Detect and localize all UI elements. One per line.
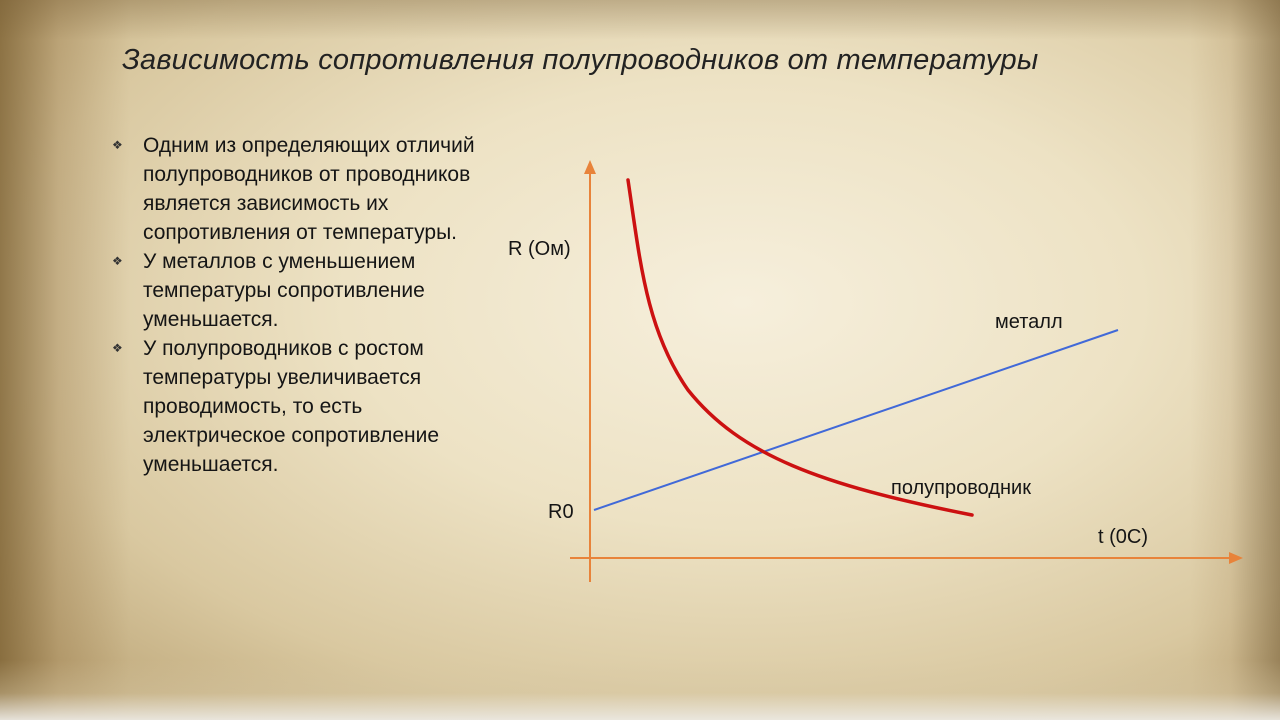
y-axis (584, 160, 596, 582)
origin-label: R0 (548, 501, 574, 523)
semiconductor-curve (626, 178, 974, 517)
bullet-text: Одним из определяющих отличий полупровод… (143, 134, 475, 244)
background-vignette-right (1190, 0, 1280, 720)
x-axis (570, 552, 1243, 564)
x-axis-arrow-icon (1229, 552, 1243, 564)
semiconductor-label: полупроводник (891, 477, 1031, 499)
bullet-item: ❖ Одним из определяющих отличий полупров… (112, 131, 502, 247)
background-vignette-bottom (0, 660, 1280, 720)
x-axis-label: t (0С) (1098, 526, 1148, 548)
background-vignette-left (0, 0, 130, 720)
metal-line (593, 329, 1119, 511)
bullet-diamond-icon: ❖ (112, 138, 123, 152)
bullet-item: ❖ У металлов с уменьшением температуры с… (112, 247, 502, 334)
bullet-diamond-icon: ❖ (112, 254, 123, 268)
bullet-text: У металлов с уменьшением температуры соп… (143, 250, 425, 331)
y-axis-arrow-icon (584, 160, 596, 174)
y-axis-label: R (Ом) (508, 238, 571, 260)
bullet-item: ❖ У полупроводников с ростом температуры… (112, 334, 502, 479)
bullet-list: ❖ Одним из определяющих отличий полупров… (112, 131, 502, 479)
bullet-text: У полупроводников с ростом температуры у… (143, 337, 440, 476)
background-vignette-top (0, 0, 1280, 40)
bullet-diamond-icon: ❖ (112, 341, 123, 355)
metal-label: металл (995, 311, 1063, 333)
slide-title: Зависимость сопротивления полупроводнико… (122, 44, 1039, 76)
